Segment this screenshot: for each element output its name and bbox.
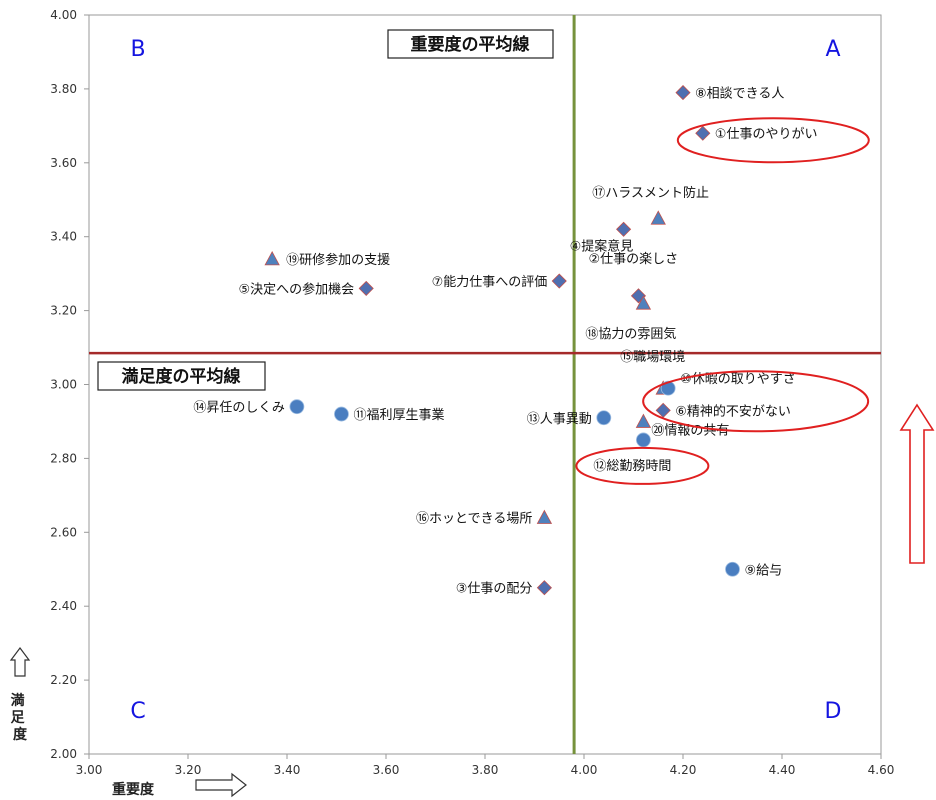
point-label-p15: ⑮職場環境 (620, 350, 685, 365)
point-label-p9: ⑨給与 (745, 563, 783, 578)
point-label-p3: ③仕事の配分 (456, 582, 533, 597)
highlight-ellipses (575, 117, 870, 485)
y-tick-label: 3.60 (50, 156, 77, 170)
x-tick-label: 4.60 (868, 763, 895, 777)
point-label-p2: ②仕事の楽しさ (588, 251, 678, 267)
x-arrow-icon (195, 772, 247, 798)
point-label-p7: ⑦能力仕事への評価 (432, 275, 548, 290)
y-tick-label: 2.00 (50, 747, 77, 761)
point-label-p19: ⑲研修参加の支援 (286, 252, 390, 268)
arrow-up-icon (899, 403, 935, 564)
quadrant-c-label: C (130, 699, 145, 724)
point-p9 (725, 561, 740, 577)
point-label-p6: ⑥精神的不安がない (675, 403, 791, 419)
highlight-ellipse-p10-p6 (642, 370, 870, 433)
point-p1 (695, 125, 711, 141)
point-label-p12: ⑫総勤務時間 (593, 459, 671, 474)
x-tick-label: 3.80 (472, 763, 499, 777)
x-tick-label: 4.40 (769, 763, 796, 777)
y-axis-label: 満 足 度 (11, 692, 30, 743)
y-tick-label: 4.00 (50, 8, 77, 22)
point-label-p16: ⑯ホッとできる場所 (416, 512, 532, 527)
y-arrow-icon (9, 647, 31, 677)
point-label-p20: ⑳情報の共有 (651, 423, 729, 438)
point-p20 (635, 413, 652, 428)
point-p7 (551, 273, 567, 289)
point-p3 (536, 580, 552, 596)
point-label-p4: ④提案意見 (570, 238, 634, 254)
point-label-p1: ①仕事のやりがい (715, 127, 818, 142)
point-p13 (596, 410, 612, 426)
y-tick-label: 3.80 (50, 82, 77, 96)
importance-avg-label-box (387, 29, 554, 59)
x-tick-label: 3.40 (274, 763, 301, 777)
satisfaction-avg-label-box (97, 361, 266, 391)
satisfaction-avg-label: 満足度の平均線 (122, 366, 241, 387)
highlight-ellipse-p12 (575, 446, 710, 485)
x-tick-label: 3.20 (175, 763, 202, 777)
point-p16 (536, 509, 553, 524)
axis-ticks: 3.00 3.20 3.40 3.60 3.80 4.00 4.20 4.40 4.60 2.00… (50, 8, 894, 777)
x-tick-label: 3.00 (76, 763, 103, 777)
point-label-p18: ⑱協力の雰囲気 (585, 326, 676, 342)
point-p12 (636, 432, 651, 448)
point-p18 (635, 295, 652, 310)
point-p17 (650, 210, 666, 225)
point-label-p14: ⑭昇任のしくみ (193, 401, 285, 416)
x-axis-label: 重要度 (112, 781, 155, 798)
point-p5 (358, 280, 374, 296)
point-label-p5: ⑤決定への参加機会 (239, 281, 355, 297)
point-p4 (616, 221, 632, 237)
point-p11 (334, 406, 349, 422)
y-tick-label: 2.60 (50, 525, 77, 539)
quadrant-a-label: A (825, 37, 840, 62)
quadrant-d-label: D (825, 699, 842, 724)
y-tick-label: 2.40 (50, 599, 77, 613)
reference-lines (89, 15, 881, 754)
y-tick-label: 3.40 (50, 230, 77, 244)
x-tick-label: 4.20 (670, 763, 697, 777)
y-tick-label: 2.80 (50, 451, 77, 465)
point-label-p8: ⑧相談できる人 (695, 86, 784, 102)
point-p14 (289, 399, 305, 415)
x-tick-label: 3.60 (373, 763, 400, 777)
point-label-p17: ⑰ハラスメント防止 (592, 185, 709, 201)
x-tick-label: 4.00 (571, 763, 598, 777)
y-tick-label: 3.20 (50, 304, 77, 318)
importance-avg-label: 重要度の平均線 (411, 34, 530, 55)
y-tick-label: 3.00 (50, 378, 77, 392)
highlight-ellipse-p1 (676, 117, 870, 164)
point-p8 (675, 85, 691, 101)
point-p19 (264, 251, 280, 266)
quadrant-b-label: B (130, 37, 145, 62)
point-label-p11: ⑪福利厚生事業 (353, 407, 444, 423)
point-label-p13: ⑬人事異動 (527, 412, 592, 427)
point-label-p10: ⑩休暇の取りやすさ (680, 372, 796, 387)
y-tick-label: 2.20 (50, 673, 77, 687)
